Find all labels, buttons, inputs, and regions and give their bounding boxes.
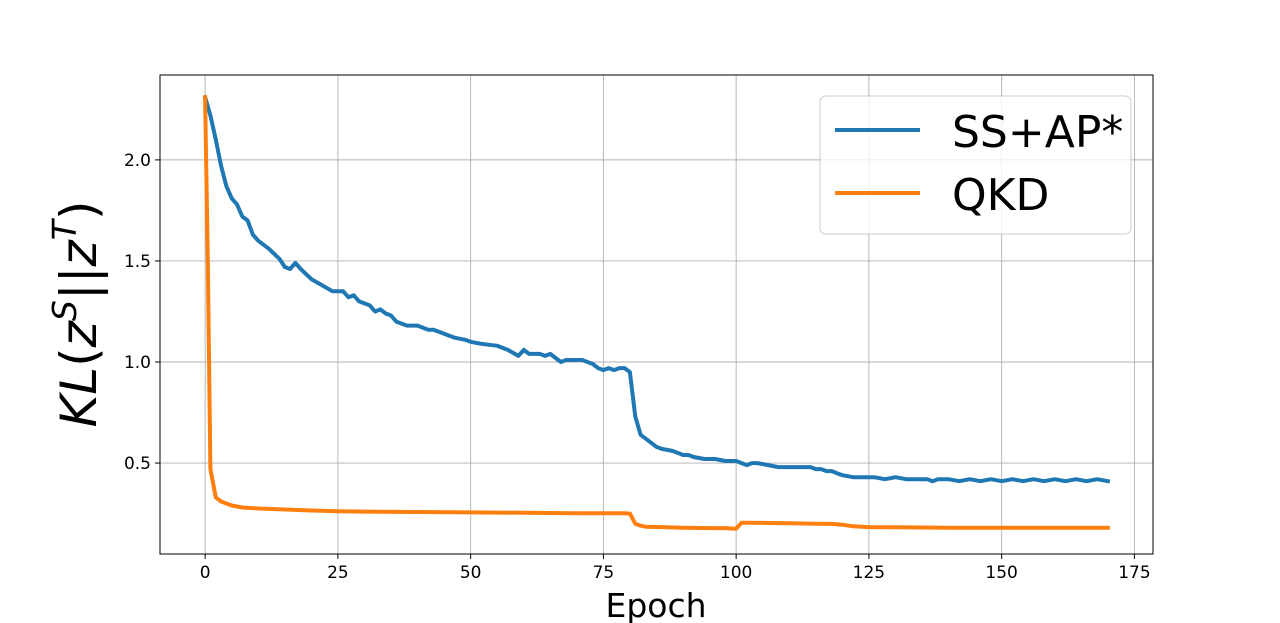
x-tick-label: 125 — [853, 563, 885, 583]
x-tick-label: 25 — [327, 563, 349, 583]
series-lines — [202, 94, 1111, 531]
plot-frame — [159, 74, 1154, 555]
legend: SS+AP* QKD — [819, 95, 1132, 235]
legend-label-qkd: QKD — [952, 170, 1049, 221]
y-axis-title-close-paren: ) — [50, 200, 108, 220]
y-axis-title-kl: KL — [50, 367, 108, 428]
y-tick-label: 2.0 — [124, 151, 151, 171]
x-tick-label: 50 — [460, 563, 482, 583]
y-axis-title-bars: || — [50, 266, 108, 300]
y-axis-title-open-paren: ( — [50, 347, 108, 367]
y-axis-title-sup-s: S — [45, 300, 84, 321]
series-line-qkd — [203, 95, 1110, 531]
x-tick-label: 75 — [593, 563, 615, 583]
y-axis-title: KL(zS||zT) — [45, 200, 108, 427]
x-tick-label: 0 — [200, 563, 211, 583]
grid — [160, 75, 1153, 554]
x-tick-label: 100 — [720, 563, 752, 583]
y-tick-label: 1.0 — [124, 353, 151, 373]
y-tick-label: 0.5 — [124, 454, 151, 474]
y-tick-label: 1.5 — [124, 252, 151, 272]
y-axis-title-z-teacher: z — [50, 238, 108, 267]
y-axis-title-z-student: z — [50, 319, 108, 348]
x-tick-label: 150 — [985, 563, 1017, 583]
y-axis-title-sup-t: T — [45, 217, 84, 240]
axis-ticks: 0 25 50 75 100 125 150 175 0.5 1.0 1.5 2.0 — [124, 151, 1151, 583]
x-axis-title: Epoch — [605, 586, 706, 623]
legend-label-ss-ap: SS+AP* — [952, 107, 1123, 158]
x-tick-label: 175 — [1118, 563, 1150, 583]
series-line-ss-ap — [202, 94, 1111, 484]
